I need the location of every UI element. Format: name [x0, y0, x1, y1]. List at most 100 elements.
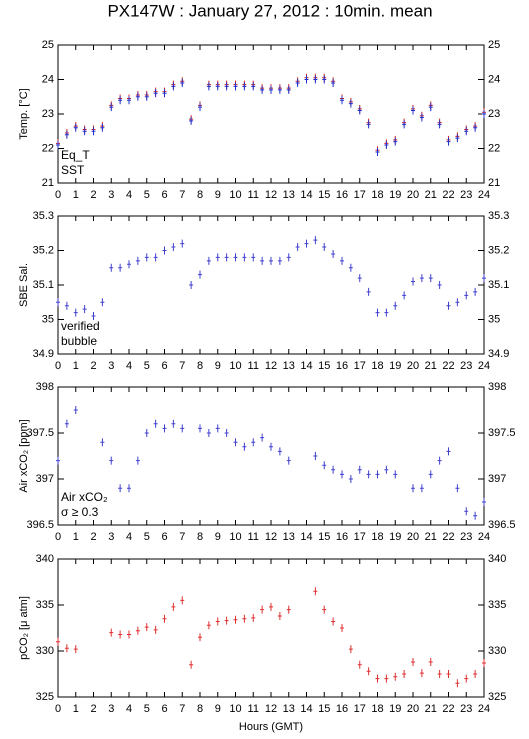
data-point	[233, 253, 238, 262]
x-tick-label: 19	[389, 189, 401, 201]
plot-frame	[57, 44, 485, 184]
x-tick-label: 6	[161, 360, 167, 372]
x-tick-label: 22	[442, 531, 454, 543]
x-tick-label: 9	[215, 360, 221, 372]
data-point	[286, 605, 291, 614]
data-point	[135, 456, 140, 465]
data-point	[366, 667, 371, 676]
y-tick-label: 22	[42, 142, 54, 154]
legend-entry: Air xCO₂	[61, 490, 108, 504]
x-tick-label: 15	[318, 189, 330, 201]
data-point	[242, 614, 247, 623]
annotation: σ ≥ 0.3	[61, 505, 99, 519]
x-tick-label: 18	[371, 360, 383, 372]
y-tick-label: 396.5	[488, 519, 516, 531]
data-point	[277, 612, 282, 621]
data-point	[109, 628, 114, 637]
x-tick-label: 21	[425, 360, 437, 372]
data-point	[384, 465, 389, 474]
x-tick-label: 21	[425, 189, 437, 201]
data-point	[411, 484, 415, 493]
data-point	[127, 484, 131, 493]
data-point	[428, 658, 433, 667]
x-tick-label: 13	[283, 189, 295, 201]
data-point	[437, 456, 442, 465]
data-point	[277, 447, 282, 456]
y-axis-label: pCO₂ [μ atm]	[18, 596, 30, 660]
data-point	[322, 461, 327, 470]
data-point	[446, 670, 451, 678]
data-point	[313, 587, 318, 596]
x-tick-label: 5	[144, 360, 150, 372]
x-tick-label: 10	[229, 531, 241, 543]
y-axis-label: SBE Sal.	[18, 263, 30, 307]
data-point	[56, 141, 60, 150]
plot-frame	[57, 386, 485, 526]
data-point	[127, 260, 131, 269]
y-axis-label: Air xCO₂ [ppm]	[18, 419, 30, 492]
data-point	[118, 263, 123, 272]
x-tick-label: 14	[300, 703, 312, 715]
x-tick-label: 8	[197, 703, 203, 715]
data-point	[464, 674, 469, 683]
data-point	[393, 470, 398, 479]
data-point	[118, 630, 123, 639]
x-tick-label: 6	[161, 703, 167, 715]
data-point	[64, 644, 69, 653]
x-tick-label: 12	[265, 189, 277, 201]
y-tick-label: 21	[488, 177, 500, 189]
x-tick-label: 18	[371, 703, 383, 715]
data-point	[428, 470, 433, 479]
y-tick-label: 397	[36, 473, 54, 485]
data-point	[153, 625, 158, 634]
y-tick-label: 330	[488, 645, 506, 657]
data-point	[455, 134, 460, 143]
data-point	[56, 637, 60, 646]
x-tick-label: 6	[161, 531, 167, 543]
data-point	[233, 438, 238, 447]
data-point	[269, 602, 273, 611]
x-tick-label: 6	[161, 189, 167, 201]
x-tick-label: 4	[126, 703, 132, 715]
data-point	[357, 274, 362, 283]
x-tick-label: 24	[478, 531, 490, 543]
data-point	[180, 78, 185, 87]
x-tick-label: 22	[442, 703, 454, 715]
x-tick-label: 7	[179, 189, 185, 201]
data-point	[144, 429, 149, 437]
x-tick-label: 20	[407, 703, 419, 715]
y-tick-label: 24	[488, 73, 500, 85]
data-point	[384, 308, 389, 317]
x-tick-label: 9	[215, 703, 221, 715]
x-tick-label: 24	[478, 703, 490, 715]
data-point	[242, 82, 247, 91]
data-point	[464, 127, 469, 136]
x-tick-label: 0	[55, 360, 61, 372]
data-point	[215, 617, 220, 626]
data-point	[348, 99, 353, 108]
x-tick-label: 19	[389, 360, 401, 372]
data-point	[153, 419, 158, 428]
data-point	[375, 147, 380, 156]
data-point	[91, 127, 96, 136]
data-point	[331, 617, 336, 626]
x-tick-label: 22	[442, 360, 454, 372]
data-point	[428, 103, 433, 112]
data-point	[331, 465, 336, 474]
y-tick-label: 35.1	[488, 279, 509, 291]
data-point	[304, 239, 309, 248]
data-point	[455, 484, 460, 493]
data-point	[224, 82, 229, 91]
x-tick-label: 3	[108, 189, 114, 201]
data-point	[109, 456, 114, 465]
y-tick-label: 35.2	[488, 244, 509, 256]
data-point	[366, 120, 371, 129]
x-tick-label: 24	[478, 360, 490, 372]
x-tick-label: 20	[407, 531, 419, 543]
x-tick-label: 14	[300, 189, 312, 201]
y-tick-label: 398	[36, 381, 54, 393]
y-tick-label: 35.3	[33, 210, 54, 222]
x-tick-label: 9	[215, 531, 221, 543]
y-tick-label: 24	[42, 73, 54, 85]
data-point	[393, 137, 398, 146]
